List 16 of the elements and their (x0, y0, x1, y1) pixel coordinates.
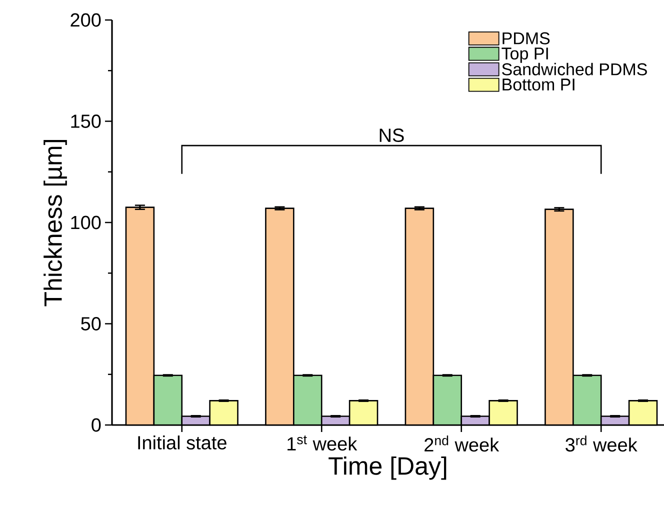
y-tick-label: 150 (71, 114, 101, 128)
y-axis-title: Thickness [µm] (44, 140, 67, 306)
legend-label: Sandwiched PDMS (502, 62, 647, 76)
y-tick-label: 200 (70, 13, 101, 27)
y-tick-label: 50 (81, 317, 101, 330)
legend-label: Bottom PI (502, 78, 574, 91)
x-tick-label: Initial state (138, 436, 226, 450)
y-tick-label: 100 (71, 216, 101, 230)
y-tick-label: 0 (92, 418, 101, 432)
legend-label: Top PI (502, 48, 548, 63)
annotation: NS (380, 128, 404, 142)
x-tick-label: 2$^{nd}$ week (424, 436, 500, 452)
x-tick-label: 1$^{st}$ week (288, 436, 358, 451)
x-axis-title: Time [Day] (328, 456, 446, 480)
legend-label: PDMS (502, 32, 550, 44)
x-tick-label: 3$^{rd}$ week (566, 436, 638, 452)
